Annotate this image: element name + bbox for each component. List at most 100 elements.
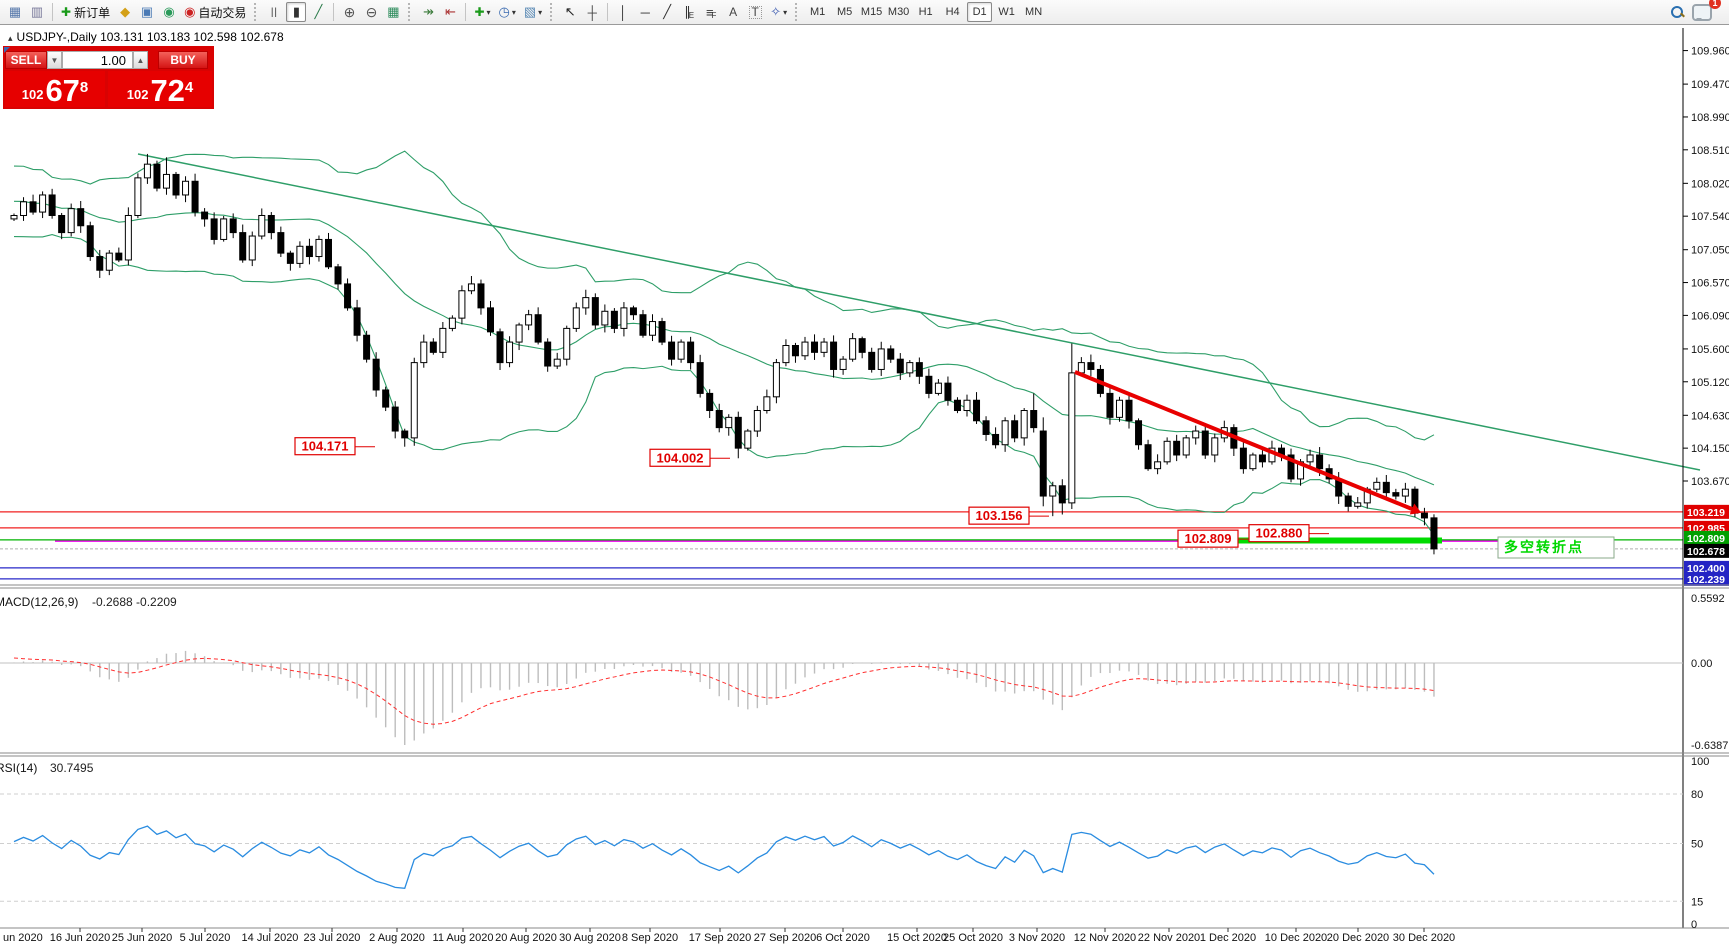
cursor-icon: ↖: [564, 4, 576, 19]
svg-text:20 Aug 2020: 20 Aug 2020: [495, 932, 557, 944]
terminal-button[interactable]: ▣: [137, 2, 157, 22]
sell-price-display[interactable]: 102 67 8: [5, 71, 105, 107]
chart-shift-button[interactable]: ⇤: [440, 2, 460, 22]
metaeditor-icon: ◆: [120, 4, 131, 19]
timeframe-button-MN[interactable]: MN: [1025, 6, 1043, 18]
svg-text:17 Sep 2020: 17 Sep 2020: [689, 932, 751, 944]
horizontal-line-icon: ─: [640, 4, 650, 20]
timeframe-button-H4[interactable]: H4: [945, 6, 960, 18]
text-icon: A: [729, 5, 738, 19]
svg-text:5 Jul 2020: 5 Jul 2020: [180, 932, 231, 944]
volume-up-stepper[interactable]: ▲: [133, 51, 148, 69]
text-button[interactable]: A: [723, 2, 743, 22]
timeframe-button-M5[interactable]: M5: [836, 6, 853, 18]
cursor-button[interactable]: ↖: [560, 2, 580, 22]
svg-text:30 Dec 2020: 30 Dec 2020: [1393, 932, 1455, 944]
svg-text:80: 80: [1691, 789, 1703, 801]
svg-text:30 Aug 2020: 30 Aug 2020: [559, 932, 621, 944]
crosshair-button[interactable]: ┼: [582, 2, 602, 22]
buy-price-display[interactable]: 102 72 4: [108, 71, 212, 107]
arrows-button[interactable]: ✧ ▾: [767, 2, 790, 22]
autotrading-icon: ◉: [184, 4, 196, 19]
chevron-down-icon: ▾: [783, 7, 788, 17]
vertical-line-button[interactable]: │: [613, 2, 633, 22]
trendline-button[interactable]: ╱: [657, 2, 677, 22]
zoom-in-button[interactable]: ⊕: [339, 2, 359, 22]
bar-chart-button[interactable]: ||: [264, 2, 284, 22]
buy-price-sup: 4: [184, 79, 194, 96]
timeframe-group: M1 M5 M15 M30 H1 H4 D1 W1 MN: [804, 2, 1047, 22]
new-order-button[interactable]: ✚ 新订单: [58, 2, 113, 22]
svg-text:109.960: 109.960: [1691, 46, 1729, 58]
svg-text:105.600: 105.600: [1691, 344, 1729, 356]
sell-price-sup: 8: [79, 79, 89, 96]
svg-text:0.00: 0.00: [1691, 658, 1712, 670]
sell-button[interactable]: SELL: [5, 51, 47, 69]
svg-text:106.090: 106.090: [1691, 310, 1729, 322]
templates-button[interactable]: ▧ ▾: [521, 2, 545, 22]
autotrading-button[interactable]: ◉ 自动交易: [181, 2, 249, 22]
svg-text:102.809: 102.809: [1687, 533, 1725, 545]
svg-text:102.809: 102.809: [1185, 531, 1232, 546]
new-order-label: 新订单: [74, 5, 111, 20]
profiles-icon: ▥: [30, 4, 44, 19]
sell-price-big: 67: [45, 73, 80, 108]
price-axis: 109.960 109.470 108.990 108.510 108.020 107.5…: [0, 28, 1729, 929]
new-order-icon: ✚: [61, 5, 72, 19]
chat-icon: [1692, 3, 1712, 21]
svg-text:107.540: 107.540: [1691, 211, 1729, 223]
candlestick-button[interactable]: ▮: [286, 2, 307, 22]
timeframe-button-W1[interactable]: W1: [998, 6, 1015, 18]
svg-text:104.150: 104.150: [1691, 443, 1729, 455]
auto-scroll-button[interactable]: ↠: [418, 2, 438, 22]
periods-button[interactable]: ◷ ▾: [496, 2, 519, 22]
timeframe-button-D1[interactable]: D1: [967, 2, 993, 22]
timeframe-button-M15[interactable]: M15: [860, 6, 883, 18]
equidistant-channel-icon: ∥: [684, 4, 691, 19]
profiles-button[interactable]: ▥: [27, 2, 47, 22]
svg-text:RSI(14): RSI(14): [0, 761, 37, 775]
svg-text:107.050: 107.050: [1691, 245, 1729, 257]
chat-button[interactable]: 1: [1689, 0, 1721, 22]
tile-windows-button[interactable]: ▦: [383, 2, 403, 22]
svg-text:多空转折点: 多空转折点: [1504, 539, 1584, 555]
svg-text:108.510: 108.510: [1691, 145, 1729, 157]
svg-text:10 Dec 2020: 10 Dec 2020: [1265, 932, 1327, 944]
horizontal-line-button[interactable]: ─: [635, 2, 655, 22]
chevron-down-icon: ▾: [511, 7, 516, 17]
volume-down-stepper[interactable]: ▼: [47, 51, 62, 69]
candles-layer: [10, 153, 1438, 555]
svg-text:109.470: 109.470: [1691, 79, 1729, 91]
new-chart-icon: ▦: [8, 4, 22, 19]
svg-text:22 Nov 2020: 22 Nov 2020: [1138, 932, 1200, 944]
zoom-in-icon: ⊕: [343, 3, 356, 20]
zoom-out-button[interactable]: ⊖: [361, 2, 381, 22]
svg-text:100: 100: [1691, 756, 1709, 768]
chart-title: ▴ USDJPY-,Daily 103.131 103.183 102.598 1…: [8, 30, 284, 44]
volume-input[interactable]: 1.00: [62, 51, 133, 69]
equidistant-channel-button[interactable]: ∥ E: [679, 2, 699, 22]
text-label-button[interactable]: T: [745, 2, 765, 22]
metaeditor-button[interactable]: ◆: [115, 2, 135, 22]
line-chart-button[interactable]: ╱: [308, 2, 328, 22]
new-chart-button[interactable]: ▦: [5, 2, 25, 22]
toolbar-grip: [795, 3, 800, 21]
search-button[interactable]: [1667, 2, 1687, 22]
svg-text:8 Sep 2020: 8 Sep 2020: [622, 932, 678, 944]
timeframe-button-M1[interactable]: M1: [809, 6, 826, 18]
fibonacci-button[interactable]: ≡ F: [701, 2, 721, 22]
collapse-arrow-icon[interactable]: [4, 47, 10, 53]
periods-icon: ◷: [498, 4, 510, 19]
bar-chart-icon: ||: [270, 6, 279, 18]
text-label-icon: T: [748, 5, 762, 19]
timeframe-button-H1[interactable]: H1: [918, 6, 933, 18]
signals-button[interactable]: ◉: [159, 2, 179, 22]
annotations-layer: 104.171 104.002 103.156 102.809 102.880 多空转折点: [294, 370, 1615, 559]
crosshair-icon: ┼: [587, 4, 597, 20]
indicators-icon: ✚: [474, 5, 485, 19]
timeframe-button-M30[interactable]: M30: [887, 6, 910, 18]
indicators-button[interactable]: ✚ ▾: [471, 2, 493, 22]
chat-badge: 1: [1709, 0, 1721, 9]
buy-button[interactable]: BUY: [158, 51, 208, 69]
